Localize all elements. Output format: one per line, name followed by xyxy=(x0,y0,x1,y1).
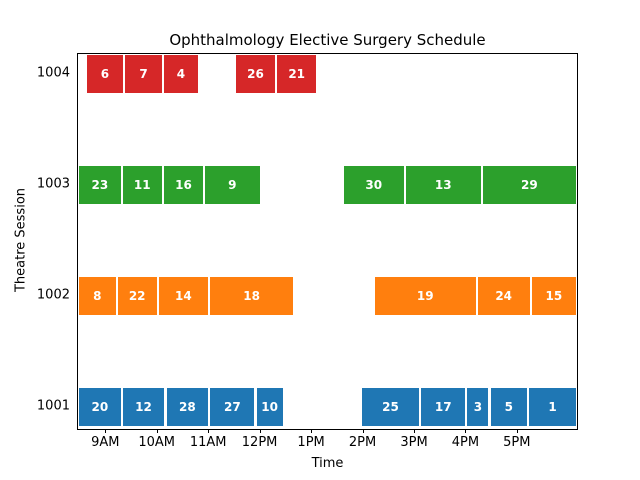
case-bar-session-1001-case-28: 28 xyxy=(165,387,210,427)
y-tick-label-1004: 1004 xyxy=(36,65,70,81)
case-number-label: 23 xyxy=(91,178,109,192)
x-tick-mark xyxy=(516,429,518,433)
case-number-label: 28 xyxy=(178,400,196,414)
plot-area: 6 7 4 26 21 23 11 16 9 30 13 29 8 22 14 18 19 24 15 20 12 28 2… xyxy=(77,53,578,430)
case-number-label: 13 xyxy=(434,178,452,192)
case-number-label: 18 xyxy=(243,289,260,303)
case-bar-session-1002-case-15: 15 xyxy=(530,276,577,316)
case-bar-session-1001-case-5: 5 xyxy=(489,387,529,427)
case-bar-session-1004-case-26: 26 xyxy=(234,54,277,94)
x-tick-label-12PM: 12PM xyxy=(241,435,278,450)
case-bar-session-1002-case-24: 24 xyxy=(476,276,531,316)
x-tick-mark xyxy=(362,429,364,433)
y-axis-label: Theatre Session xyxy=(13,187,29,293)
case-bar-session-1003-case-13: 13 xyxy=(404,165,482,205)
case-number-label: 15 xyxy=(545,289,563,303)
case-bar-session-1004-case-4: 4 xyxy=(162,54,199,94)
x-tick-mark xyxy=(465,429,467,433)
case-bar-session-1001-case-17: 17 xyxy=(420,387,467,427)
y-tick-label-1002: 1002 xyxy=(36,287,70,303)
case-number-label: 3 xyxy=(473,400,483,414)
case-bar-session-1001-case-27: 27 xyxy=(209,387,256,427)
case-number-label: 17 xyxy=(434,400,452,414)
case-bar-session-1001-case-1: 1 xyxy=(528,387,577,427)
case-bar-session-1002-case-14: 14 xyxy=(157,276,210,316)
case-number-label: 21 xyxy=(288,67,306,81)
x-tick-label-5PM: 5PM xyxy=(503,435,531,450)
x-tick-label-9AM: 9AM xyxy=(91,435,120,450)
case-bar-session-1002-case-18: 18 xyxy=(209,276,295,316)
case-number-label: 11 xyxy=(133,178,151,192)
case-bar-session-1001-case-10: 10 xyxy=(255,387,284,427)
x-tick-label-2PM: 2PM xyxy=(348,435,377,450)
x-tick-mark xyxy=(414,429,415,433)
case-number-label: 16 xyxy=(175,178,192,192)
case-bar-session-1004-case-21: 21 xyxy=(276,54,318,94)
case-bar-session-1002-case-8: 8 xyxy=(78,276,117,316)
x-tick-label-4PM: 4PM xyxy=(451,435,480,450)
y-tick-label-1003: 1003 xyxy=(36,176,70,192)
x-tick-mark xyxy=(259,429,261,433)
case-bar-session-1004-case-7: 7 xyxy=(124,54,163,94)
case-bar-session-1001-case-20: 20 xyxy=(78,387,122,427)
x-tick-label-10AM: 10AM xyxy=(138,435,176,450)
case-number-label: 26 xyxy=(247,67,264,81)
case-number-label: 7 xyxy=(139,67,148,81)
chart-title: Ophthalmology Elective Surgery Schedule xyxy=(169,31,486,49)
x-tick-label-1PM: 1PM xyxy=(297,435,325,450)
case-bar-session-1003-case-30: 30 xyxy=(342,165,405,205)
case-number-label: 22 xyxy=(128,289,146,303)
case-bar-session-1001-case-3: 3 xyxy=(466,387,490,427)
x-tick-label-3PM: 3PM xyxy=(400,435,428,450)
case-bar-session-1003-case-23: 23 xyxy=(78,165,122,205)
case-number-label: 10 xyxy=(261,400,278,414)
case-number-label: 1 xyxy=(548,400,557,414)
case-bar-session-1003-case-9: 9 xyxy=(204,165,261,205)
case-number-label: 27 xyxy=(223,400,241,414)
case-number-label: 19 xyxy=(416,289,434,303)
case-number-label: 8 xyxy=(93,289,102,303)
x-tick-label-11AM: 11AM xyxy=(189,435,227,450)
case-bar-session-1002-case-22: 22 xyxy=(116,276,158,316)
x-tick-mark xyxy=(311,429,313,433)
case-bar-session-1002-case-19: 19 xyxy=(373,276,477,316)
case-number-label: 25 xyxy=(382,400,399,414)
case-number-label: 5 xyxy=(504,400,513,414)
case-number-label: 12 xyxy=(135,400,152,414)
case-bar-session-1003-case-29: 29 xyxy=(481,165,577,205)
case-number-label: 4 xyxy=(176,67,186,81)
case-number-label: 9 xyxy=(228,178,237,192)
case-number-label: 24 xyxy=(495,289,513,303)
case-number-label: 29 xyxy=(521,178,538,192)
x-tick-mark xyxy=(208,429,210,433)
x-tick-mark xyxy=(105,429,107,433)
case-bar-session-1001-case-12: 12 xyxy=(121,387,166,427)
case-number-label: 14 xyxy=(175,289,192,303)
case-number-label: 30 xyxy=(365,178,383,192)
case-bar-session-1003-case-11: 11 xyxy=(121,165,163,205)
case-bar-session-1004-case-6: 6 xyxy=(85,54,125,94)
case-number-label: 6 xyxy=(100,67,110,81)
x-tick-mark xyxy=(156,429,158,433)
case-bar-session-1003-case-16: 16 xyxy=(162,165,205,205)
case-number-label: 20 xyxy=(91,400,109,414)
case-bar-session-1001-case-25: 25 xyxy=(360,387,421,427)
y-tick-label-1001: 1001 xyxy=(36,398,70,414)
x-axis-label: Time xyxy=(311,456,344,471)
